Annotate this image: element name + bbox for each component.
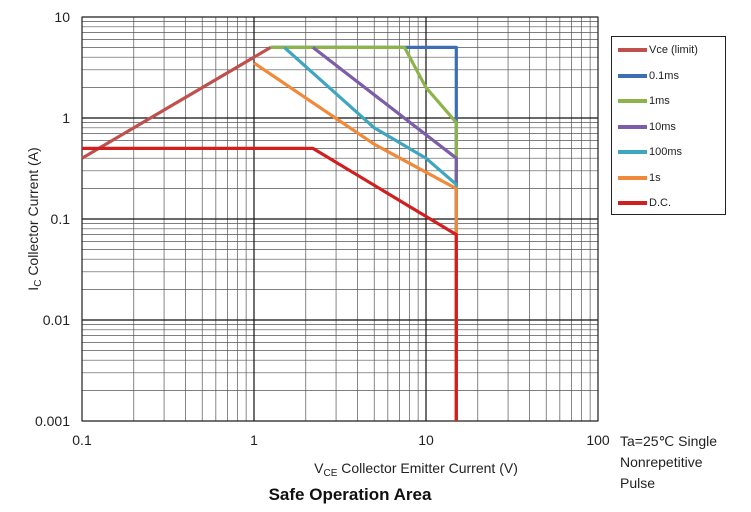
note-line-1: Ta=25℃ Single — [620, 433, 718, 449]
note-line-3: Pulse — [620, 475, 656, 491]
legend-label: D.C. — [649, 197, 671, 209]
x-axis-label: VCE Collector Emitter Current (V) — [314, 460, 518, 479]
x-tick-label: 100 — [586, 432, 610, 448]
series-line-10ms — [311, 46, 458, 421]
legend-swatch — [618, 73, 647, 78]
y-tick-label: 0.001 — [35, 413, 70, 429]
legend-swatch — [618, 99, 647, 103]
legend-item: D.C. — [618, 196, 671, 210]
legend-swatch — [618, 201, 647, 205]
y-tick-labels: 0.001 0.01 0.1 1 10 — [35, 9, 70, 429]
legend-swatch — [618, 175, 647, 180]
series-line-d-c — [82, 146, 458, 421]
y-tick-label: 0.1 — [51, 211, 71, 227]
legend-label: 1ms — [649, 95, 670, 107]
x-tick-label: 10 — [418, 432, 434, 448]
legend-swatch — [618, 48, 647, 52]
y-axis-label: IC Collector Current (A) — [25, 147, 44, 290]
series-line-vce-limit — [81, 46, 272, 160]
legend-label: 0.1ms — [649, 69, 679, 82]
x-tick-label: 1 — [250, 432, 258, 448]
legend-label: 10ms — [649, 120, 676, 133]
legend-label: 1s — [649, 171, 661, 184]
legend-item: 10ms — [618, 120, 676, 134]
legend-swatch — [618, 150, 647, 154]
y-tick-label: 10 — [54, 9, 70, 25]
legend-item: 100ms — [618, 145, 682, 159]
series-layer — [81, 45, 458, 421]
y-tick-label: 1 — [62, 110, 70, 126]
legend-swatch — [618, 124, 647, 129]
y-tick-label: 0.01 — [43, 312, 70, 328]
legend-item: 1s — [618, 171, 661, 185]
legend-item: Vce (limit) — [618, 43, 698, 57]
series-line-0-1ms — [270, 45, 458, 421]
chart-title: Safe Operation Area — [268, 485, 432, 504]
note-line-2: Nonrepetitive — [620, 454, 703, 470]
legend-label: 100ms — [649, 146, 683, 158]
series-line-1ms — [270, 45, 458, 421]
test-condition-note: Ta=25℃ Single Nonrepetitive Pulse — [620, 431, 717, 494]
legend-label: Vce (limit) — [649, 44, 698, 56]
x-tick-label: 0.1 — [72, 432, 92, 448]
x-tick-labels: 0.1 1 10 100 — [72, 432, 610, 448]
legend: Vce (limit) 0.1ms 1ms 10ms 100ms 1s D.C. — [611, 36, 726, 215]
legend-item: 0.1ms — [618, 69, 679, 83]
series-line-100ms — [283, 46, 458, 421]
legend-item: 1ms — [618, 94, 670, 108]
plot-frame — [81, 16, 599, 422]
